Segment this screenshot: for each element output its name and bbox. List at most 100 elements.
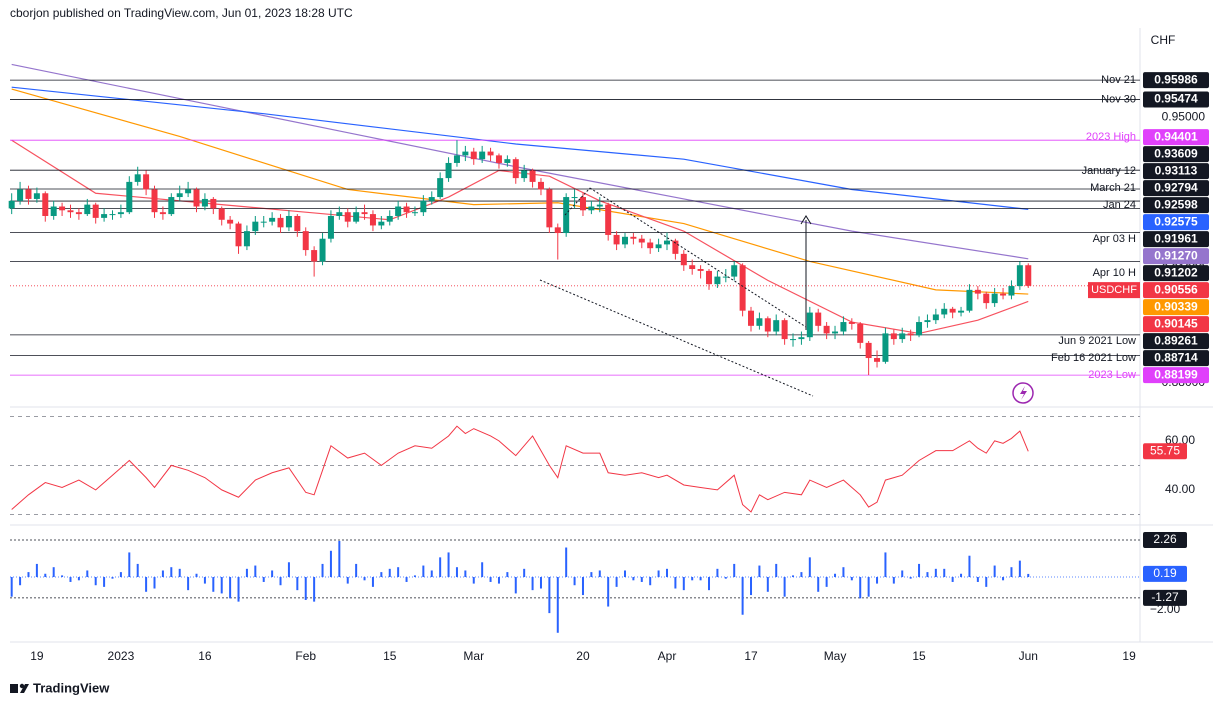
price-label: 0.95474 (1154, 92, 1198, 106)
axis-labels: 19 2023 16 Feb 15 Mar 20 Apr 17 May 15 Jun 19 0.95000… (30, 72, 1209, 663)
candle-body (596, 204, 603, 207)
candle-body (949, 308, 956, 313)
price-label-box (1143, 316, 1209, 333)
macd-bar (733, 563, 736, 578)
x-tick-label: Jun (1019, 649, 1038, 663)
macd-bar (1002, 577, 1005, 581)
candle-body (722, 276, 729, 278)
macd-bar (506, 572, 509, 578)
macd-bar (355, 563, 358, 578)
candle-body (361, 212, 368, 215)
macd-bar (203, 577, 206, 584)
candle-body (369, 214, 376, 226)
level-name: Feb 16 2021 Low (1051, 352, 1136, 364)
price-label-box (1143, 146, 1209, 163)
candle-body (773, 320, 780, 332)
x-tick-label: Mar (463, 649, 484, 663)
event-icon-bolt (1020, 386, 1027, 400)
level-name: 2023 High (1086, 131, 1136, 143)
macd-bar (27, 572, 30, 578)
trend-line (539, 279, 814, 397)
price-label: 0.88714 (1154, 350, 1198, 364)
candle-body (453, 155, 460, 163)
macd-bar (103, 577, 106, 587)
level-name: March 21 (1090, 182, 1136, 194)
candle-body (697, 269, 704, 271)
price-label: 0.89261 (1154, 333, 1198, 347)
candle-body (159, 212, 166, 215)
x-tick-label: 19 (30, 649, 44, 663)
candle-body (487, 151, 494, 156)
candle-body (75, 212, 82, 215)
macd-bar (976, 577, 979, 582)
candle-body (395, 206, 402, 216)
macd-bar (237, 577, 240, 602)
level-name: Apr 03 H (1093, 233, 1136, 245)
level-name: Apr 10 H (1093, 267, 1136, 279)
macd-bar (716, 568, 719, 578)
macd-bar (556, 577, 559, 633)
price-label-box (1143, 163, 1209, 180)
macd-bar (842, 567, 845, 578)
symbol-label: USDCHF (1091, 284, 1137, 296)
drawings (539, 187, 1034, 404)
macd-bar (808, 557, 811, 578)
macd-bar (985, 577, 988, 587)
candle-body (731, 265, 738, 277)
x-tick-label: 15 (383, 649, 397, 663)
event-icon[interactable] (1012, 382, 1034, 404)
candle-body (227, 219, 234, 224)
macd-bar (876, 577, 879, 584)
candle-body (462, 151, 469, 156)
x-tick-label: 15 (912, 649, 926, 663)
macd-bar (825, 577, 828, 587)
candle-body (806, 312, 813, 338)
macd-band-box (1143, 531, 1187, 548)
candle-body (932, 314, 939, 321)
candle-body (504, 159, 511, 163)
macd-bar (497, 577, 500, 584)
macd-bar (245, 568, 248, 578)
price-label: 0.92794 (1154, 180, 1198, 194)
macd-bar (565, 547, 568, 578)
macd-bar (489, 577, 492, 582)
rsi-value-box (1143, 443, 1187, 460)
macd-bar (363, 577, 366, 581)
price-label: 0.90145 (1154, 316, 1198, 330)
trend-line (589, 187, 807, 328)
candle-body (857, 323, 864, 343)
moving-average (11, 86, 1029, 210)
candle-body (437, 178, 444, 198)
macd-bar (708, 577, 711, 591)
price-label-box (1143, 333, 1209, 350)
x-tick-label: May (824, 649, 847, 663)
macd-bar (254, 565, 257, 578)
macd-bar (901, 570, 904, 578)
candle-body (689, 265, 696, 270)
macd-bar (178, 568, 181, 578)
macd-bar (35, 563, 38, 578)
macd-bar (187, 577, 190, 591)
macd-bar (531, 577, 534, 591)
macd-bar (792, 575, 795, 578)
arrow-head (800, 215, 812, 225)
candle-body (101, 214, 108, 218)
level-name: Nov 21 (1101, 74, 1136, 86)
macd-bar (649, 577, 652, 586)
macd-bar (10, 577, 13, 597)
price-label: 0.94401 (1154, 129, 1198, 143)
candle-body (672, 240, 679, 254)
candle-body (344, 212, 351, 222)
macd-bar (968, 555, 971, 578)
macd-bar (212, 577, 215, 592)
macd-bar (766, 577, 769, 592)
rsi-value: 55.75 (1150, 443, 1180, 457)
macd-bar (413, 575, 416, 578)
header: cborjon published on TradingView.com, Ju… (10, 6, 353, 20)
macd-bar (909, 577, 912, 579)
price-label-box (1143, 282, 1209, 299)
candle-body (1008, 286, 1015, 296)
x-tick-label: 2023 (108, 649, 135, 663)
x-tick-label: 17 (744, 649, 758, 663)
